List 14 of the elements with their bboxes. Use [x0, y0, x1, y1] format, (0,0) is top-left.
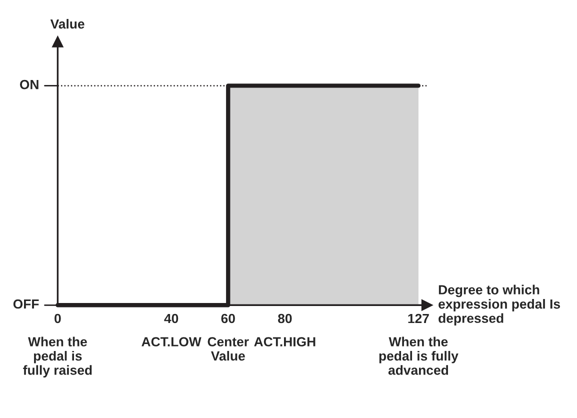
x-tick-label: 80 [278, 314, 292, 324]
text: When the pedal is fully raised [23, 336, 92, 378]
x-tick-label: 0 [54, 314, 61, 324]
text: ACT.LOW [142, 337, 202, 346]
x-axis-title: Degree to which expression pedal Is depressed [438, 284, 560, 326]
text: ACT.HIGH [254, 337, 316, 346]
x-tick-label: 40 [164, 314, 178, 324]
text: ON [20, 80, 38, 90]
x-tick-label: 127 [408, 314, 429, 324]
text: Center Value [208, 337, 249, 361]
text: OFF [13, 299, 39, 309]
x-tick-label: 60 [221, 314, 235, 324]
text: When the pedal is fully advanced [379, 336, 458, 375]
y-axis-title: Value [50, 18, 84, 29]
